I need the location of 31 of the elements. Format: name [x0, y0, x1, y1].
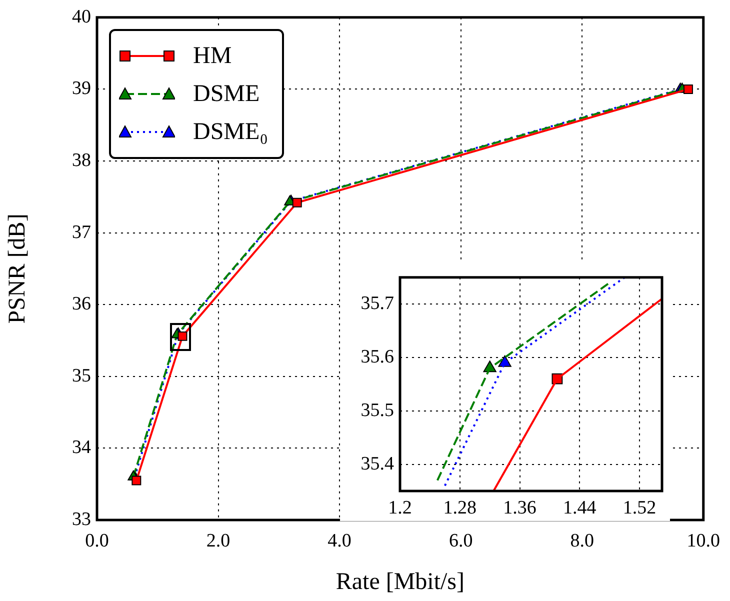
point — [683, 84, 693, 94]
x-axis-title: Rate [Mbit/s] — [336, 568, 465, 595]
point — [292, 198, 302, 208]
y-tick-label: 33 — [72, 508, 91, 530]
x-tick-label: 6.0 — [448, 530, 473, 552]
x-tick-label: 1.28 — [443, 497, 477, 518]
y-tick-label: 34 — [72, 437, 92, 458]
x-tick-label: 0.0 — [85, 530, 109, 552]
y-tick-label: 37 — [72, 222, 91, 243]
y-tick-label: 36 — [72, 294, 91, 315]
x-tick-label: 1.36 — [503, 497, 536, 518]
y-tick-label: 39 — [72, 78, 91, 100]
y-tick-label: 40 — [72, 6, 91, 28]
y-tick-label: 35.4 — [360, 453, 394, 474]
y-tick-label: 35 — [72, 365, 91, 386]
x-tick-label: 1.52 — [622, 497, 656, 518]
legend-label: DSME — [193, 80, 260, 108]
x-tick-label: 1.44 — [563, 497, 597, 518]
y-tick-label: 35.6 — [360, 346, 394, 368]
point — [132, 476, 142, 486]
x-tick-label: 8.0 — [570, 530, 594, 552]
legend-label: HM — [193, 42, 232, 70]
legend-label: DSME₀ — [193, 118, 268, 146]
y-tick-label: 35.7 — [360, 293, 394, 314]
y-tick-label: 38 — [72, 150, 91, 171]
x-tick-label: 4.0 — [328, 530, 352, 552]
x-tick-label: 10.0 — [686, 530, 720, 552]
x-tick-label: 2.0 — [206, 530, 230, 552]
x-tick-label: 1.2 — [388, 497, 412, 518]
y-tick-label: 35.5 — [360, 400, 394, 421]
y-axis-title: PSNR [dB] — [4, 214, 31, 324]
